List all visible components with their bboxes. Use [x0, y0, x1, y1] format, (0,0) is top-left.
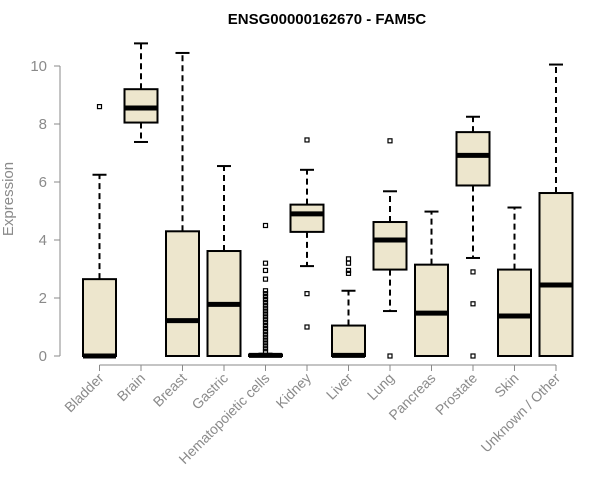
- box-group-gastric: [206, 165, 242, 358]
- box-group-prostate: [455, 115, 491, 359]
- box-group-breast: [165, 51, 200, 357]
- outlier-point: [470, 353, 476, 359]
- box-group-liver: [331, 256, 366, 358]
- box-group-kidney: [289, 137, 325, 330]
- y-tick-label: 8: [39, 116, 47, 133]
- iqr-box: [289, 203, 325, 233]
- y-tick-label: 6: [39, 174, 47, 191]
- iqr-box: [414, 263, 449, 357]
- iqr-box: [82, 278, 117, 357]
- outlier-point: [304, 137, 310, 143]
- outlier-point: [262, 340, 269, 346]
- box-group-pancreas: [414, 210, 449, 357]
- outlier-point: [262, 325, 269, 332]
- outlier-point: [470, 301, 476, 307]
- outlier-point: [345, 270, 352, 276]
- outlier-point: [262, 260, 269, 266]
- box-group-unknown-other: [538, 63, 574, 357]
- outlier-point: [345, 260, 352, 266]
- x-tick-label: Liver: [323, 370, 356, 403]
- x-tick-label: Breast: [150, 370, 190, 410]
- outlier-point: [262, 267, 269, 274]
- box-group-lung: [372, 138, 408, 359]
- outlier-point: [262, 331, 269, 337]
- x-tick-label: Unknown / Other: [478, 370, 564, 456]
- outlier-point: [262, 320, 269, 326]
- outlier-point: [262, 276, 269, 282]
- y-axis: 0 2 4 6 8 10: [30, 58, 61, 365]
- x-tick-label: Skin: [491, 370, 522, 401]
- x-tick-label: Kidney: [273, 370, 315, 412]
- y-tick-label: 4: [39, 232, 47, 249]
- boxes-layer: [82, 42, 574, 359]
- outlier-point: [262, 308, 269, 314]
- outlier-point: [262, 222, 269, 229]
- outlier-point: [304, 324, 310, 330]
- outlier-point: [304, 291, 310, 297]
- outlier-point: [262, 349, 269, 355]
- outlier-point: [262, 334, 269, 340]
- box-group-skin: [497, 206, 532, 357]
- outlier-point: [262, 346, 269, 352]
- y-tick-label: 10: [30, 58, 47, 75]
- outlier-point: [262, 302, 269, 308]
- x-tick-label: Bladder: [61, 370, 107, 416]
- outlier-point: [345, 256, 352, 262]
- outlier-point: [262, 317, 269, 323]
- y-tick-label: 0: [39, 348, 47, 365]
- box-group-bladder: [82, 103, 117, 359]
- y-tick-label: 2: [39, 290, 47, 307]
- x-tick-label: Prostate: [432, 370, 480, 418]
- outlier-point: [262, 299, 269, 305]
- x-tick-label: Lung: [364, 370, 397, 403]
- outlier-point: [262, 343, 269, 349]
- outlier-point: [262, 322, 269, 329]
- outlier-point: [262, 296, 269, 303]
- outlier-point: [262, 314, 269, 320]
- outlier-point: [262, 337, 269, 343]
- iqr-box: [372, 221, 408, 271]
- iqr-box: [331, 324, 366, 357]
- y-axis-label: Expression: [0, 162, 17, 236]
- outlier-point: [262, 311, 269, 317]
- outlier-point: [345, 267, 352, 274]
- x-tick-label: Brain: [114, 370, 148, 404]
- outlier-point: [387, 138, 393, 144]
- iqr-box: [165, 230, 200, 357]
- iqr-box: [538, 192, 574, 357]
- outlier-point: [262, 328, 269, 334]
- outlier-point: [262, 305, 269, 311]
- outlier-point: [96, 103, 103, 110]
- box-group-brain: [123, 42, 159, 143]
- outlier-point: [387, 353, 393, 359]
- outlier-point: [470, 269, 476, 275]
- chart-title: ENSG00000162670 - FAM5C: [228, 11, 427, 28]
- iqr-box: [497, 268, 532, 357]
- box-group-hematopoietic-cells: [248, 222, 283, 358]
- outlier-point: [262, 293, 269, 300]
- outlier-point: [262, 291, 269, 297]
- iqr-box: [455, 131, 491, 187]
- outlier-point: [262, 288, 269, 294]
